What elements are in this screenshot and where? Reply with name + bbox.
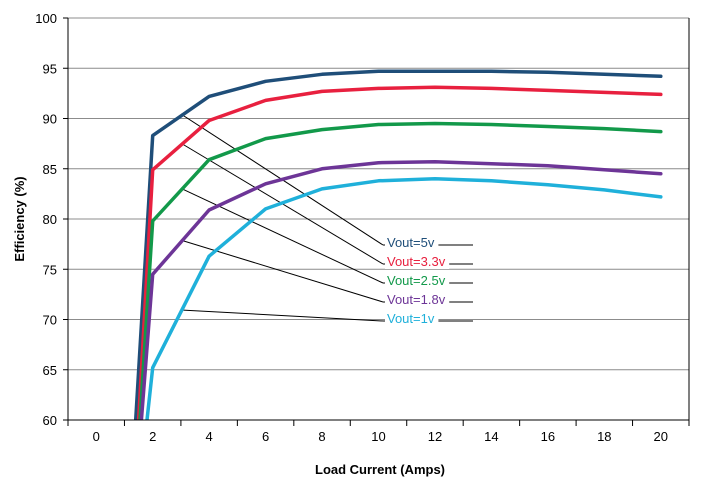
x-axis-label: Load Current (Amps) [315, 462, 445, 477]
legend-label-bg-3 [385, 291, 450, 307]
y-axis-label: Efficiency (%) [12, 176, 27, 261]
series-lines [133, 69, 663, 420]
series-line-3 [139, 159, 663, 420]
series-line-0 [133, 69, 663, 420]
legend-label-4: Vout=1v [387, 311, 435, 326]
x-tick-label-8: 8 [318, 429, 325, 444]
series-line-2 [138, 121, 663, 420]
legend-label-2: Vout=2.5v [387, 273, 446, 288]
y-tick-label-80: 80 [43, 212, 57, 227]
legend-label-3: Vout=1.8v [387, 292, 446, 307]
y-tick-labels: 60 65 70 75 80 85 90 95 100 [35, 11, 68, 428]
y-tick-label-70: 70 [43, 313, 57, 328]
legend-leader-lines [180, 113, 473, 322]
y-tick-label-60: 60 [43, 413, 57, 428]
x-tick-labels: 0 2 4 6 8 10 12 14 16 18 20 [67, 420, 690, 444]
series-line-4 [145, 177, 663, 420]
x-tick-label-0: 0 [93, 429, 100, 444]
legend-label-bg-1 [385, 253, 450, 269]
x-tick-label-12: 12 [428, 429, 442, 444]
legend-label-0: Vout=5v [387, 235, 435, 250]
y-tick-label-85: 85 [43, 162, 57, 177]
legend-leader-3 [180, 239, 384, 303]
legend-leader-2 [180, 187, 384, 284]
grid-lines [68, 17, 689, 371]
legend-label-bg-4 [385, 310, 439, 326]
y-tick-label-100: 100 [35, 11, 57, 26]
series-line-1 [136, 85, 663, 420]
x-tick-label-4: 4 [206, 429, 213, 444]
y-tick-label-90: 90 [43, 112, 57, 127]
y-tick-label-75: 75 [43, 262, 57, 277]
x-tick-label-10: 10 [371, 429, 385, 444]
legend-label-1: Vout=3.3v [387, 254, 446, 269]
x-tick-label-2: 2 [149, 429, 156, 444]
legend-label-bg-0 [385, 234, 439, 250]
legend-labels: Vout=5v Vout=3.3v Vout=2.5v Vout=1.8v Vout=1… [385, 234, 450, 326]
x-tick-label-18: 18 [597, 429, 611, 444]
x-tick-label-6: 6 [262, 429, 269, 444]
x-tick-label-14: 14 [484, 429, 498, 444]
y-tick-label-65: 65 [43, 363, 57, 378]
legend-label-bg-2 [385, 272, 450, 288]
legend-leader-4 [180, 309, 384, 322]
y-tick-label-95: 95 [43, 61, 57, 76]
x-tick-label-16: 16 [541, 429, 555, 444]
x-tick-label-20: 20 [654, 429, 668, 444]
